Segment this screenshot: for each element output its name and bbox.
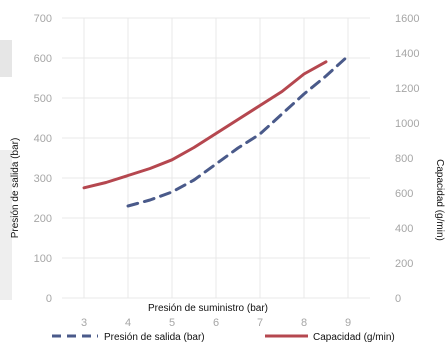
- y2-tick-label-0: 0: [395, 293, 401, 305]
- y-tick-label-7: 700: [34, 13, 52, 25]
- y-tick-label-1: 100: [34, 253, 52, 265]
- y2-tick-label-7: 1400: [395, 48, 419, 60]
- y2-tick-label-2: 400: [395, 223, 413, 235]
- x-tick-label-6: 9: [345, 317, 351, 329]
- legend-label-presion-salida: Presión de salida (bar): [104, 332, 205, 342]
- y-axis-title: Presión de salida (bar): [10, 138, 21, 239]
- y2-tick-label-6: 1200: [395, 83, 419, 95]
- y-tick-label-3: 300: [34, 173, 52, 185]
- grid-lines: [62, 17, 370, 299]
- y2-axis-title: Capacidad (g/min): [434, 159, 445, 241]
- x-axis-tick-labels: 3 4 5 6 7 8 9: [81, 317, 351, 329]
- x-tick-label-5: 8: [301, 317, 307, 329]
- right-axis-tick-labels: 0 200 400 600 800 1000 1200 1400 1600: [395, 13, 419, 305]
- x-axis-title: Presión de suministro (bar): [148, 303, 268, 314]
- left-axis-tick-labels: 0 100 200 300 400 500 600 700: [34, 13, 52, 305]
- y2-tick-label-3: 600: [395, 188, 413, 200]
- series-line-0: [126, 54, 350, 208]
- x-tick-label-0: 3: [81, 317, 87, 329]
- y-tick-label-6: 600: [34, 53, 52, 65]
- y-tick-label-2: 200: [34, 213, 52, 225]
- x-tick-label-2: 5: [169, 317, 175, 329]
- y2-tick-label-4: 800: [395, 153, 413, 165]
- x-tick-label-4: 7: [257, 317, 263, 329]
- background-shade-bottom: [0, 150, 12, 300]
- legend: Presión de salida (bar) Capacidad (g/min…: [52, 332, 395, 342]
- legend-label-capacidad: Capacidad (g/min): [313, 332, 395, 342]
- y-tick-label-0: 0: [46, 293, 52, 305]
- x-tick-label-3: 6: [213, 317, 219, 329]
- background-shade-top: [0, 40, 12, 77]
- y2-tick-label-8: 1600: [395, 13, 419, 25]
- y2-tick-label-1: 200: [395, 258, 413, 270]
- y2-tick-label-5: 1000: [395, 118, 419, 130]
- y-tick-label-5: 500: [34, 93, 52, 105]
- y-tick-label-4: 400: [34, 133, 52, 145]
- x-tick-label-1: 4: [125, 317, 131, 329]
- series-lines: [82, 54, 350, 208]
- series-line-1: [82, 60, 328, 190]
